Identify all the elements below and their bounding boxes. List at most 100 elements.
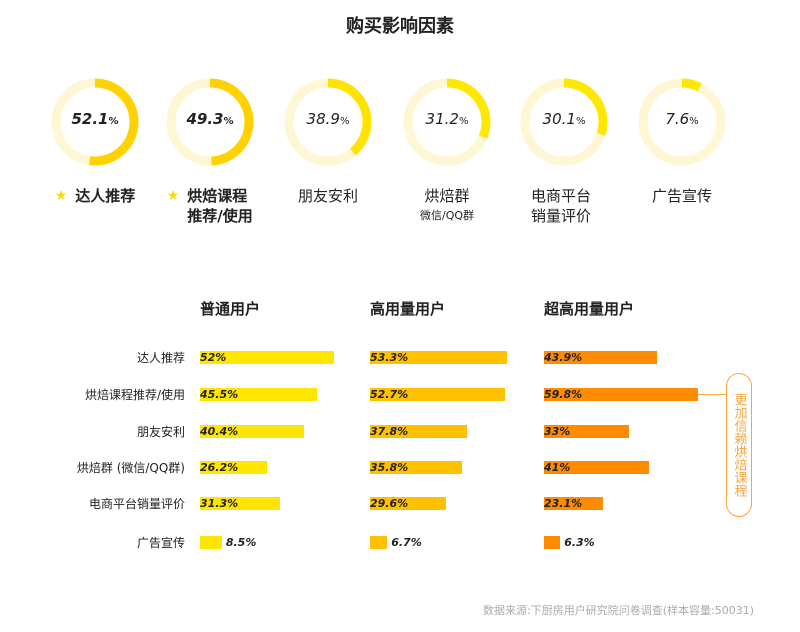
donut-label-sub: 微信/QQ群: [419, 209, 475, 222]
donut-label-box: 电商平台销量评价: [531, 186, 597, 226]
donut-label-box: 烘焙群微信/QQ群: [420, 186, 474, 226]
donut-label: ★ 达人推荐: [30, 186, 160, 206]
star-icon: ★: [54, 188, 68, 204]
note-callout: 更加信赖烘焙课程: [726, 373, 752, 517]
donut-value-number: 52.1: [71, 110, 109, 128]
bar-value-label: 33%: [544, 425, 571, 438]
category-label: 广告宣传: [136, 536, 185, 550]
percent-sign: %: [575, 116, 586, 127]
bar: [370, 536, 388, 549]
donut-chart: 31.2%: [403, 78, 491, 166]
donut-svg: [520, 78, 608, 166]
bar: [544, 497, 604, 510]
donut-chart: 49.3%: [166, 78, 254, 166]
donut-svg: [166, 78, 254, 166]
category-label: 烘焙课程推荐/使用: [84, 388, 185, 402]
donut-value: 49.3%: [166, 110, 254, 128]
bar: [370, 497, 447, 510]
bar: [370, 351, 507, 364]
donut-value-number: 30.1: [542, 110, 576, 128]
bar-value-label: 29.6%: [370, 497, 409, 510]
donut-label-text: 烘焙课程推荐/使用: [187, 187, 253, 225]
bar-value-label: 6.7%: [391, 536, 422, 549]
donut-svg: [638, 78, 726, 166]
bar-value-label: 8.5%: [225, 536, 257, 549]
bar: [544, 388, 698, 401]
donut-label-box: 达人推荐: [75, 186, 135, 206]
donut-svg: [51, 78, 139, 166]
donut-label-text: 电商平台销量评价: [531, 187, 592, 225]
donut-label: 电商平台销量评价: [499, 186, 629, 226]
bar: [200, 388, 317, 401]
donut-label: 烘焙群微信/QQ群: [382, 186, 512, 226]
donut-label-box: 广告宣传: [652, 186, 712, 206]
percent-sign: %: [108, 116, 119, 127]
bar: [544, 461, 650, 474]
donut-value: 31.2%: [403, 110, 491, 128]
donut-chart: 30.1%: [520, 78, 608, 166]
bar-value-label: 52.7%: [370, 388, 409, 401]
bar-value-label: 37.8%: [370, 425, 409, 438]
donut-chart: 38.9%: [284, 78, 372, 166]
donut-label: 朋友安利: [263, 186, 393, 206]
bar-value-label: 26.2%: [200, 461, 239, 474]
bar-value-label: 23.1%: [544, 497, 583, 510]
bar: [370, 425, 468, 438]
bar-value-label: 43.9%: [544, 351, 583, 364]
donut-label-text: 广告宣传: [651, 187, 712, 205]
percent-sign: %: [223, 116, 234, 127]
donut-value-number: 38.9: [306, 110, 340, 128]
category-label: 电商平台销量评价: [88, 497, 185, 511]
bar: [544, 351, 657, 364]
donut-svg: [284, 78, 372, 166]
bar-value-label: 40.4%: [200, 425, 239, 438]
donut-label-text: 朋友安利: [297, 187, 358, 205]
note-connector: [698, 394, 726, 395]
series-header: 普通用户: [200, 300, 261, 318]
bar: [544, 536, 561, 549]
donut-label-text: 达人推荐: [75, 187, 136, 205]
bar-value-label: 53.3%: [370, 351, 409, 364]
percent-sign: %: [689, 116, 699, 127]
donut-chart: 7.6%: [638, 78, 726, 166]
donut-value: 38.9%: [284, 110, 372, 128]
bar-value-label: 52%: [200, 351, 227, 364]
donut-label-text: 烘焙群: [424, 187, 470, 205]
donut-arc: [166, 78, 254, 166]
donut-value: 7.6%: [638, 110, 726, 128]
donut-arc: [520, 78, 608, 166]
bar-value-label: 59.8%: [544, 388, 583, 401]
donut-value: 30.1%: [520, 110, 608, 128]
bar: [200, 461, 268, 474]
source-note: 数据来源:下厨房用户研究院问卷调查(样本容量:50031): [483, 604, 754, 617]
donut-value: 52.1%: [51, 110, 139, 128]
donut-arc: [51, 78, 139, 166]
bar: [370, 388, 506, 401]
bar: [200, 497, 281, 510]
percent-sign: %: [458, 116, 469, 127]
category-label: 烘焙群 (微信/QQ群): [76, 461, 185, 475]
percent-sign: %: [339, 116, 350, 127]
star-icon: ★: [166, 188, 180, 204]
bar: [200, 351, 334, 364]
donut-arc: [284, 78, 372, 166]
bar-value-label: 35.8%: [370, 461, 409, 474]
series-header: 高用量用户: [370, 300, 446, 318]
category-label: 达人推荐: [136, 351, 185, 365]
bar-value-label: 31.3%: [200, 497, 239, 510]
donut-chart: 52.1%: [51, 78, 139, 166]
bar: [370, 461, 462, 474]
bar: [200, 425, 304, 438]
bar-value-label: 6.3%: [564, 536, 595, 549]
series-header: 超高用量用户: [544, 300, 635, 318]
donut-arc: [403, 78, 491, 166]
page-title: 购买影响因素: [346, 16, 454, 37]
bar-value-label: 45.5%: [200, 388, 239, 401]
donut-arc: [638, 78, 726, 166]
bar: [200, 536, 222, 549]
donut-label-box: 烘焙课程推荐/使用: [187, 186, 253, 226]
donut-value-number: 7.6: [665, 110, 690, 128]
donut-svg: [403, 78, 491, 166]
donut-label: 广告宣传: [617, 186, 747, 206]
donut-label: ★ 烘焙课程推荐/使用: [145, 186, 275, 226]
